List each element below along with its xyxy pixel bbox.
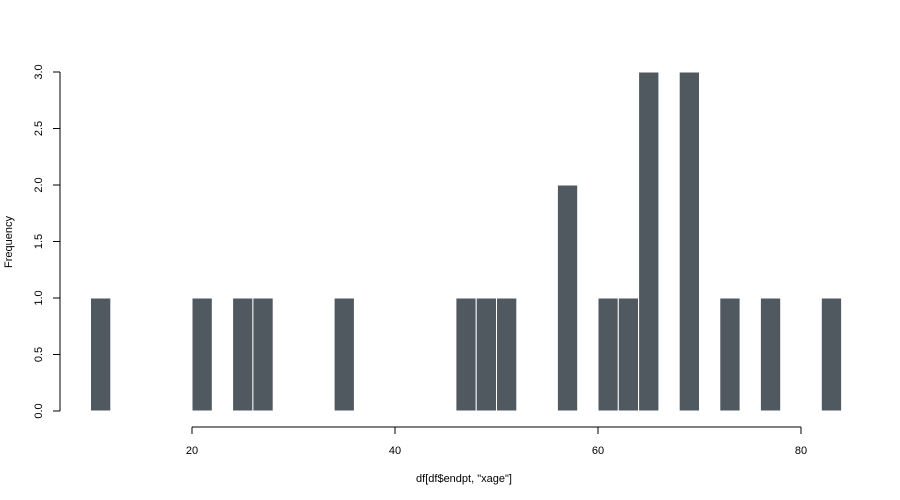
histogram-bar: [617, 297, 640, 412]
histogram-bar: [820, 297, 843, 412]
bars-group: [90, 71, 843, 412]
y-axis: 0.0 0.5 1.0 1.5 2.0 2.5 3.0: [33, 64, 61, 419]
y-tick-label: 1.5: [33, 234, 45, 249]
y-tick-label: 3.0: [33, 64, 45, 79]
y-tick-label: 2.0: [33, 177, 45, 192]
histogram-bar: [475, 297, 498, 412]
histogram-bar: [232, 297, 254, 412]
y-tick-label: 2.5: [33, 121, 45, 136]
x-axis-title: df[df$endpt, "xage"]: [416, 473, 512, 485]
y-tick-label: 1.0: [33, 290, 45, 305]
histogram-bar: [333, 297, 355, 412]
histogram-bar: [759, 297, 782, 412]
y-axis-title: Frequency: [3, 216, 15, 268]
histogram-bar: [252, 297, 274, 412]
histogram-bar: [90, 297, 112, 412]
x-tick-label: 20: [186, 445, 198, 457]
histogram-bar: [556, 184, 579, 412]
x-axis: 20 40 60 80: [186, 426, 807, 457]
histogram-bar: [191, 297, 213, 412]
y-tick-label: 0.0: [33, 403, 45, 418]
x-tick-label: 60: [592, 445, 604, 457]
x-tick-label: 80: [795, 445, 807, 457]
histogram-bar: [597, 297, 619, 412]
histogram-bar: [496, 297, 518, 412]
histogram-bar: [638, 71, 660, 412]
y-tick-label: 0.5: [33, 347, 45, 362]
histogram-bar: [678, 71, 701, 412]
x-tick-label: 40: [389, 445, 401, 457]
histogram-bar: [455, 297, 477, 412]
histogram-bar: [719, 297, 741, 412]
